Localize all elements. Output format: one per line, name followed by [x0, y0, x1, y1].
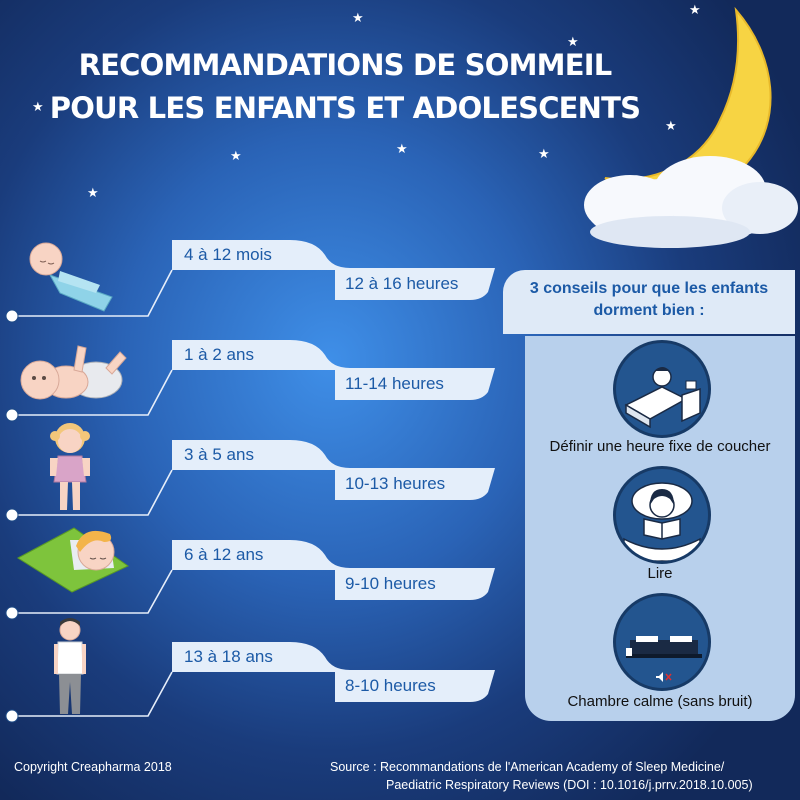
- tips-title-line-1: 3 conseils pour que les enfants: [529, 280, 769, 297]
- star-icon: ★: [538, 147, 550, 162]
- teenager-icon: [54, 618, 86, 714]
- bullet-dot: [5, 408, 19, 422]
- hours-label: 8-10 heures: [345, 676, 436, 695]
- hours-label: 9-10 heures: [345, 574, 436, 593]
- star-icon: ★: [665, 119, 677, 134]
- bullet-dot: [5, 309, 19, 323]
- age-label: 6 à 12 ans: [184, 545, 264, 564]
- age-label: 3 à 5 ans: [184, 445, 254, 464]
- star-icon: ★: [87, 186, 99, 201]
- bullet-dot: [5, 606, 19, 620]
- connector-lines: [5, 240, 495, 723]
- bedtime-clock-icon: [613, 340, 711, 438]
- newborn-swaddled-icon: [29, 242, 113, 312]
- tip-label: Définir une heure fixe de coucher: [549, 438, 771, 455]
- cloud-icon: [584, 156, 798, 248]
- source-line-2: Paediatric Respiratory Reviews (DOI : 10…: [386, 778, 753, 792]
- star-icon: ★: [230, 149, 242, 164]
- star-icon: ★: [352, 11, 364, 26]
- age-label: 4 à 12 mois: [184, 245, 272, 264]
- title-line-1: RECOMMANDATIONS DE SOMMEIL: [78, 48, 613, 82]
- reading-in-bed-icon: [613, 466, 711, 564]
- bullet-dot: [5, 508, 19, 522]
- tips-title-line-2: dorment bien :: [593, 302, 705, 319]
- star-icon: ★: [567, 35, 579, 50]
- copyright: Copyright Creapharma 2018: [14, 760, 172, 774]
- tip-label: Chambre calme (sans bruit): [567, 693, 753, 710]
- star-icon: ★: [396, 142, 408, 157]
- moon-and-cloud: [584, 6, 798, 248]
- bullet-dot: [5, 709, 19, 723]
- sleeping-child-icon: [17, 527, 129, 593]
- hours-label: 12 à 16 heures: [345, 274, 459, 293]
- age-label: 1 à 2 ans: [184, 345, 254, 364]
- tip-label: Lire: [647, 565, 673, 582]
- title-line-2: POUR LES ENFANTS ET ADOLESCENTS: [49, 91, 641, 125]
- source-line-1: Source : Recommandations de l'American A…: [330, 760, 725, 774]
- tips-title: 3 conseils pour que les enfants dorment …: [503, 278, 795, 322]
- hours-label: 10-13 heures: [345, 474, 446, 493]
- hours-label: 11-14 heures: [345, 374, 444, 393]
- toddler-girl-icon: [50, 423, 90, 510]
- star-icon: ★: [689, 3, 701, 18]
- quiet-bedroom-icon: [613, 593, 711, 691]
- baby-crawling-icon: [20, 345, 127, 400]
- star-icon: ★: [32, 100, 44, 115]
- age-label: 13 à 18 ans: [184, 647, 273, 666]
- tips-header: [503, 270, 795, 334]
